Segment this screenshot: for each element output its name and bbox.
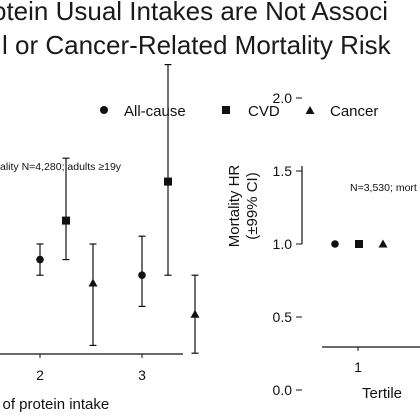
right-panel-note: N=3,530; mort — [350, 182, 417, 194]
right-y-tick-label-0-5: 0.5 — [273, 309, 293, 325]
left-panel-marks — [36, 63, 200, 354]
legend-label-cancer: Cancer — [330, 103, 378, 120]
right-y-axis-title-line-1: Mortality HR — [226, 165, 243, 248]
legend-label-all-cause: All-cause — [124, 103, 186, 120]
right-panel: N=3,530; mort 1 Tertile Mortality HR (±9… — [226, 90, 420, 402]
data-point-cvd-x1 — [355, 240, 363, 248]
data-point-cvd-x2 — [62, 216, 70, 225]
legend-marker-cancer — [305, 106, 315, 114]
data-point-all-cause-x1 — [331, 240, 339, 248]
left-x-tick-label-2: 2 — [36, 367, 44, 383]
right-panel-marks — [331, 239, 388, 248]
legend-label-cvd: CVD — [248, 103, 280, 120]
legend-marker-all-cause — [100, 106, 108, 114]
data-point-cancer-x3 — [190, 309, 200, 318]
data-point-all-cause-x3 — [138, 271, 146, 280]
data-point-cvd-x3 — [164, 177, 172, 186]
left-panel: ality N=4,280; adults ≥19y 2 3 e of prot… — [0, 63, 200, 413]
data-point-cancer-x1 — [378, 239, 388, 248]
right-y-tick-label-1-5: 1.5 — [273, 163, 293, 179]
data-point-cancer-x2 — [88, 278, 98, 287]
chart-title-line-2: l or Cancer-Related Mortality Risk — [2, 30, 391, 60]
right-y-axis-title-line-2: (±99% CI) — [244, 172, 261, 239]
left-x-tick-label-3: 3 — [138, 367, 146, 383]
left-x-axis-title: e of protein intake — [0, 396, 109, 413]
right-y-tick-label-2-0: 2.0 — [273, 90, 293, 106]
right-y-ticks: 0.0 0.5 1.0 1.5 2.0 — [273, 90, 302, 398]
legend-marker-cvd — [222, 106, 230, 114]
chart-title-line-1: otein Usual Intakes are Not Associ — [0, 0, 388, 26]
right-y-tick-label-1-0: 1.0 — [273, 236, 293, 252]
left-panel-note: ality N=4,280; adults ≥19y — [0, 161, 122, 173]
data-point-all-cause-x2 — [36, 255, 44, 264]
right-x-axis-title: Tertile — [362, 385, 402, 402]
right-x-tick-label-1: 1 — [354, 359, 362, 375]
right-y-tick-label-0-0: 0.0 — [273, 382, 293, 398]
legend: All-cause CVD Cancer — [100, 103, 378, 120]
